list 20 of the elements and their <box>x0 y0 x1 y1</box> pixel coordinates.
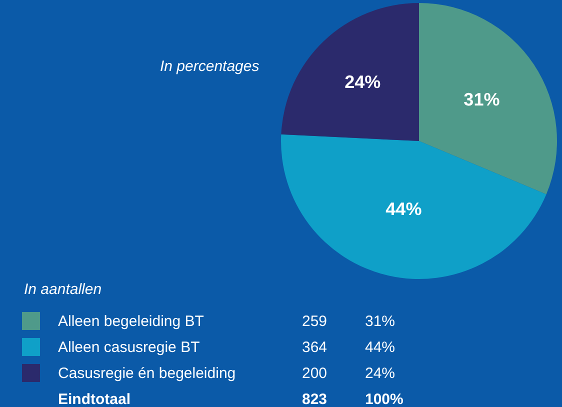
text: 31% <box>365 313 396 330</box>
data-label: 44% <box>386 198 422 219</box>
legend-label: Casusregie én begeleiding <box>58 365 236 382</box>
data-label: 24% <box>344 72 381 92</box>
text: In percentages <box>160 58 260 75</box>
text: 44% <box>365 339 396 356</box>
text: Eindtotaal <box>58 391 131 407</box>
text: 823 <box>302 391 328 407</box>
data-label: 31% <box>464 89 500 110</box>
text: 259 <box>302 313 328 330</box>
legend-label: Alleen casusregie BT <box>58 339 200 356</box>
pie-slice <box>281 134 546 279</box>
pie-slice <box>419 3 557 194</box>
text: 364 <box>302 339 328 356</box>
text: 24% <box>365 365 396 382</box>
legend-title: In aantallen <box>24 281 102 298</box>
pie-slice <box>281 3 419 141</box>
text: 200 <box>302 365 328 382</box>
legend-label: Alleen begeleiding BT <box>58 313 204 330</box>
text: 100% <box>365 391 404 407</box>
